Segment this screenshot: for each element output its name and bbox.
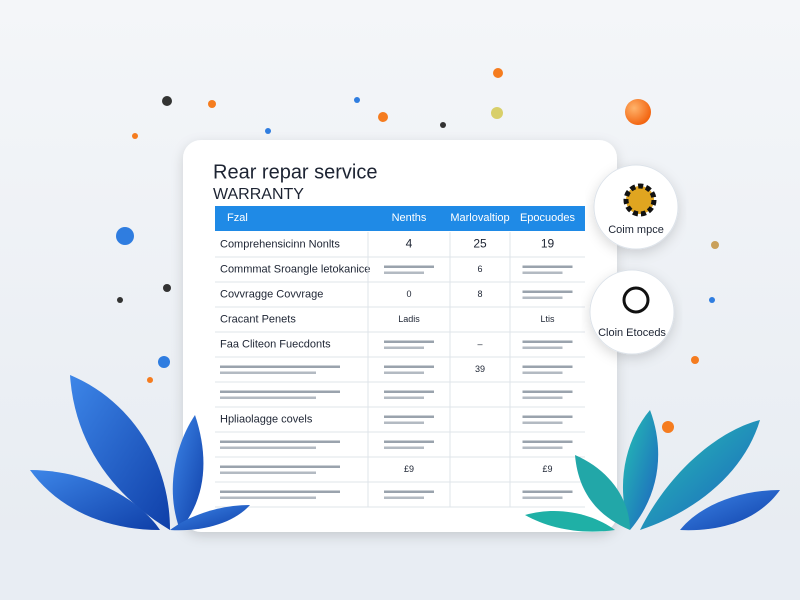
illegible-text xyxy=(522,340,573,343)
illegible-text xyxy=(220,446,316,449)
cell: Covvragge Covvrage xyxy=(220,288,323,300)
illegible-text xyxy=(522,296,563,299)
badge: Cloin Etoceds xyxy=(589,269,675,355)
cell: Ladis xyxy=(398,314,420,324)
illegible-text xyxy=(522,490,573,493)
illegible-text xyxy=(522,265,573,268)
cell: £9 xyxy=(542,464,552,474)
illegible-text xyxy=(384,490,434,493)
illegible-text xyxy=(384,440,434,443)
illegible-text xyxy=(220,365,340,368)
cell: 25 xyxy=(473,237,487,251)
leaves-right xyxy=(525,410,780,532)
illegible-text xyxy=(220,471,316,474)
cell: Ltis xyxy=(540,314,555,324)
illegible-text xyxy=(522,290,573,293)
illegible-text xyxy=(220,371,316,374)
cell: 8 xyxy=(477,289,482,299)
cell: 19 xyxy=(541,237,555,251)
illegible-text xyxy=(220,490,340,493)
column-header: Nenths xyxy=(392,212,427,224)
cell: Hpliaolagge covels xyxy=(220,413,313,425)
cell: Comprehensicinn Nonlts xyxy=(220,238,340,250)
badge-label: Coim mpce xyxy=(608,224,664,236)
illegible-text xyxy=(220,496,316,499)
illegible-text xyxy=(384,340,434,343)
illegible-text xyxy=(384,365,434,368)
cell: Commmat Sroangle letokanice xyxy=(220,263,370,275)
column-header: Epocuodes xyxy=(520,212,576,224)
illegible-text xyxy=(384,265,434,268)
illegible-text xyxy=(220,390,340,393)
cell: 39 xyxy=(475,364,485,374)
badge: Coim mpce xyxy=(593,164,679,250)
illegible-text xyxy=(220,396,316,399)
illegible-text xyxy=(384,371,424,374)
illegible-text xyxy=(384,390,434,393)
illegible-text xyxy=(220,440,340,443)
illegible-text xyxy=(522,271,563,274)
cell: £9 xyxy=(404,464,414,474)
illegible-text xyxy=(522,440,573,443)
illegible-text xyxy=(384,396,424,399)
title: Rear repar service xyxy=(213,161,378,183)
illegible-text xyxy=(522,371,563,374)
illegible-text xyxy=(522,346,563,349)
column-header: Marlovaltiop xyxy=(450,212,509,224)
illegible-text xyxy=(384,271,424,274)
cell: Faa Cliteon Fuecdonts xyxy=(220,338,331,350)
illegible-text xyxy=(522,446,563,449)
illegible-text xyxy=(384,496,424,499)
illegible-text xyxy=(384,446,424,449)
cell: 4 xyxy=(406,237,413,251)
illegible-text xyxy=(384,415,434,418)
confetti xyxy=(116,68,719,433)
illegible-text xyxy=(522,365,573,368)
illegible-text xyxy=(522,396,563,399)
badge-label: Cloin Etoceds xyxy=(598,327,666,339)
leaves-left xyxy=(30,375,250,531)
illegible-text xyxy=(522,390,573,393)
card: Rear repar service WARRANTY xyxy=(183,140,617,532)
cell: – xyxy=(477,339,482,349)
cell: 0 xyxy=(406,289,411,299)
subtitle: WARRANTY xyxy=(213,186,304,203)
illegible-text xyxy=(522,415,573,418)
illegible-text xyxy=(384,421,424,424)
illegible-text xyxy=(522,496,563,499)
floor xyxy=(0,530,800,600)
illegible-text xyxy=(384,346,424,349)
cell: 6 xyxy=(477,264,482,274)
table: Fzal Nenths Marlovaltiop Epocuodes Comprehen… xyxy=(215,212,585,508)
illegible-text xyxy=(220,465,340,468)
cell: Cracant Penets xyxy=(220,313,296,325)
column-header: Fzal xyxy=(227,212,248,224)
illegible-text xyxy=(522,421,563,424)
table-header xyxy=(215,206,585,231)
